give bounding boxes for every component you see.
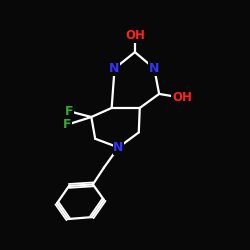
Text: N: N — [110, 62, 120, 75]
Text: OH: OH — [172, 91, 192, 104]
Text: F: F — [65, 105, 73, 118]
Text: F: F — [63, 118, 71, 131]
Text: N: N — [113, 141, 124, 154]
Text: N: N — [149, 62, 160, 75]
Text: OH: OH — [125, 29, 145, 42]
